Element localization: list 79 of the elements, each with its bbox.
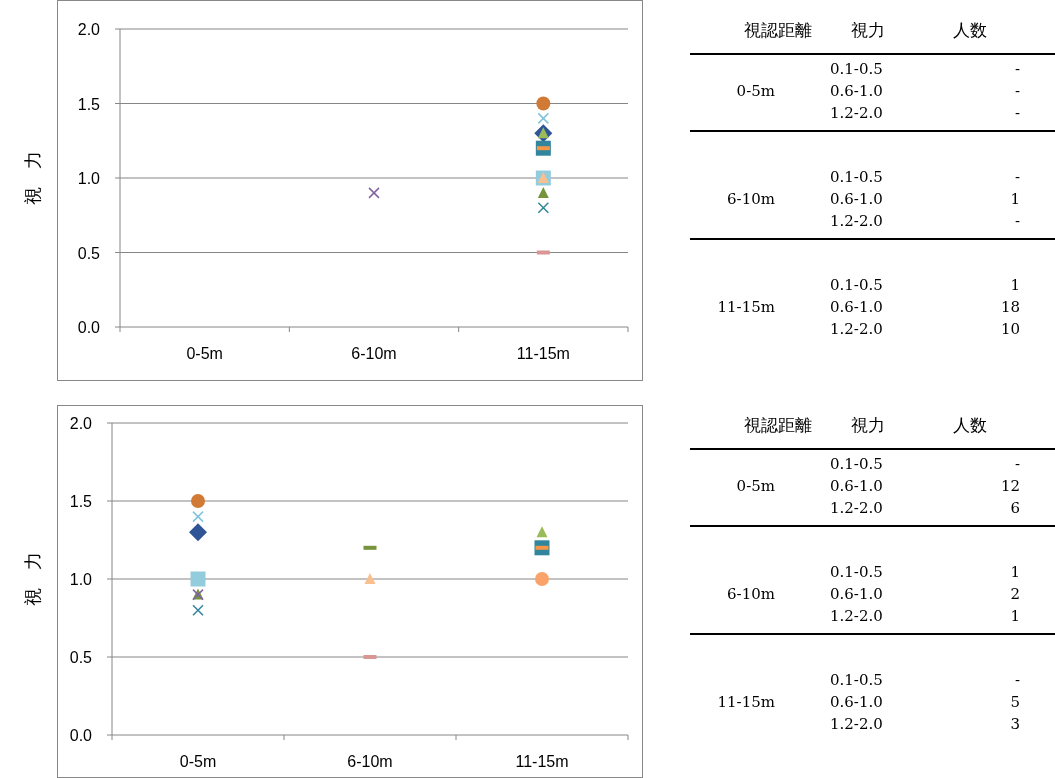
category-label: 視認距離 <box>744 20 812 40</box>
y-tick-label: 2.0 <box>69 415 93 432</box>
text: 0.1-0.5 <box>830 168 883 186</box>
text: 1.2-2.0 <box>830 607 883 625</box>
text: 3 <box>1010 715 1020 733</box>
text: - <box>1014 168 1020 186</box>
text: 1 <box>1010 563 1020 581</box>
y-tick-label: 0.5 <box>69 649 93 666</box>
point <box>192 604 204 616</box>
x-tick-label: 6-10m <box>347 753 393 770</box>
text: 0.6-1.0 <box>830 298 883 316</box>
text: 6-10m <box>727 585 775 603</box>
y-tick-label: 2.0 <box>77 21 101 38</box>
text: 0.1-0.5 <box>830 671 883 689</box>
point <box>537 202 550 214</box>
point <box>191 494 205 508</box>
y-tick-label: 1.0 <box>69 571 93 588</box>
text: - <box>1014 455 1020 473</box>
category-label: 視力 <box>851 415 885 435</box>
y-tick-label: 1.5 <box>77 95 101 113</box>
text: 1 <box>1010 276 1020 294</box>
y-tick-label: 1.0 <box>77 170 101 187</box>
category-label: 人数 <box>953 20 987 40</box>
text: 2 <box>1010 585 1020 603</box>
text: 0.6-1.0 <box>830 585 883 603</box>
text: 12 <box>1000 477 1020 495</box>
text: 1 <box>1010 190 1020 208</box>
text: 0-5m <box>736 82 775 100</box>
point <box>536 526 548 538</box>
text: - <box>1014 60 1020 78</box>
text: 6-10m <box>727 190 775 208</box>
text: - <box>1014 212 1020 230</box>
x-tick-label: 6-10m <box>351 345 397 362</box>
text: 1.2-2.0 <box>830 104 883 122</box>
text: - <box>1014 671 1020 689</box>
point <box>189 523 207 542</box>
text: 0.1-0.5 <box>830 276 883 294</box>
point <box>368 187 380 199</box>
text: 0.6-1.0 <box>830 82 883 100</box>
category-label: 視認距離 <box>744 415 812 435</box>
y-tick-label: 0.0 <box>77 319 101 336</box>
text: 11-15m <box>717 298 775 316</box>
text: 0-5m <box>736 477 775 495</box>
text: 1.2-2.0 <box>830 499 883 517</box>
text: 0.6-1.0 <box>830 693 883 711</box>
text: - <box>1014 82 1020 100</box>
x-tick-label: 0-5m <box>179 753 217 770</box>
y-tick-label: 1.5 <box>69 493 93 510</box>
point <box>190 571 206 587</box>
text: 1 <box>1010 607 1020 625</box>
x-tick-label: 0-5m <box>186 345 223 362</box>
x-tick-label: 11-15m <box>516 345 570 362</box>
point <box>537 186 549 198</box>
point <box>537 112 550 125</box>
y-tick-label: 0.0 <box>69 727 93 744</box>
y-axis-title: 視 力 <box>22 552 43 606</box>
text: 10 <box>1000 320 1020 338</box>
point <box>192 510 204 523</box>
category-label: 視力 <box>851 20 885 40</box>
text: 1.2-2.0 <box>830 715 883 733</box>
point <box>535 572 549 586</box>
text: 6 <box>1010 499 1020 517</box>
text: 1.2-2.0 <box>830 212 883 230</box>
point <box>364 573 376 584</box>
x-tick-label: 11-15m <box>515 753 569 770</box>
text: 0.6-1.0 <box>830 477 883 495</box>
point <box>536 96 551 111</box>
category-label: 人数 <box>953 415 987 435</box>
text: 5 <box>1010 693 1020 711</box>
text: 1.2-2.0 <box>830 320 883 338</box>
y-tick-label: 0.5 <box>77 244 101 262</box>
text: 11-15m <box>717 693 775 711</box>
text: 18 <box>1000 298 1020 316</box>
text: 0.6-1.0 <box>830 190 883 208</box>
y-axis-title: 視 力 <box>22 151 43 205</box>
text: 0.1-0.5 <box>830 60 883 78</box>
text: 0.1-0.5 <box>830 455 883 473</box>
text: 0.1-0.5 <box>830 563 883 581</box>
text: - <box>1014 104 1020 122</box>
